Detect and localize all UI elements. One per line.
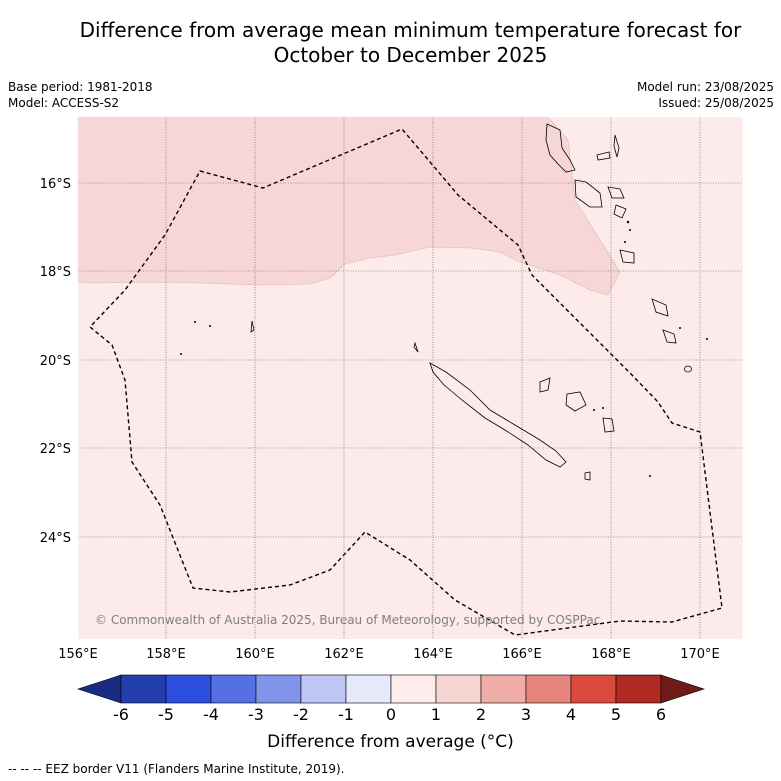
island-maewo (613, 134, 620, 158)
colorbar-cells (77, 674, 705, 704)
lat-tick-label: 24°S (40, 531, 71, 546)
colorbar-tick-label: 2 (476, 705, 486, 724)
lon-tick-label: 162°E (324, 647, 364, 662)
colorbar-tick-label: -1 (338, 705, 354, 724)
colorbar-cell (525, 674, 572, 704)
island-espiritu-santo (545, 123, 576, 173)
colorbar-tick-label: -4 (203, 705, 219, 724)
islets (180, 220, 708, 477)
island-shepherd (613, 204, 627, 219)
island-lifou (565, 391, 587, 412)
island-chesterfield (413, 341, 419, 353)
colorbar-tick-label: -3 (248, 705, 264, 724)
colorbar-tick-label: -5 (158, 705, 174, 724)
colorbar-cell (255, 674, 302, 704)
lat-tick-label: 20°S (40, 354, 71, 369)
colorbar-extend-high (660, 674, 705, 704)
model-run: Model run: 23/08/2025 (636, 80, 774, 94)
island-ouvea (539, 377, 551, 393)
lat-tick-label: 18°S (40, 265, 71, 280)
lon-tick-label: 168°E (591, 647, 631, 662)
colorbar-cell (570, 674, 617, 704)
colorbar-cell (615, 674, 662, 704)
title-line-1: Difference from average mean minimum tem… (79, 18, 742, 42)
gridlines (78, 117, 743, 639)
colorbar-cell (120, 674, 167, 704)
lon-tick-label: 166°E (502, 647, 542, 662)
meta-left: Base period: 1981-2018 Model: ACCESS-S2 (8, 79, 153, 111)
colorbar-tick-label: 1 (431, 705, 441, 724)
island-pines (584, 471, 591, 481)
map-frame (77, 116, 744, 640)
colorbar-label: Difference from average (°C) (267, 732, 514, 752)
colorbar-tick-label: 6 (656, 705, 666, 724)
colorbar-cell (210, 674, 257, 704)
colorbar-tick-label: 0 (386, 705, 396, 724)
island-mare (602, 417, 615, 433)
lat-tick-labels: 16°S 18°S 20°S 22°S 24°S (40, 177, 71, 546)
meta-right: Model run: 23/08/2025 Issued: 25/08/2025 (637, 79, 774, 111)
island-erromango (651, 298, 669, 317)
colorbar-cell (480, 674, 527, 704)
island-malakula (574, 179, 603, 208)
model-name: Model: ACCESS-S2 (8, 96, 120, 110)
colorbar-tick-label: 5 (611, 705, 621, 724)
colorbar-cell (390, 674, 437, 704)
colorbar-cell (300, 674, 347, 704)
island-new-caledonia (429, 362, 567, 468)
colorbar-tick-label: 4 (566, 705, 576, 724)
lon-tick-label: 156°E (58, 647, 98, 662)
eez-legend-note: -- -- -- EEZ border V11 (Flanders Marine… (8, 762, 345, 776)
colorbar-tick-label: 3 (521, 705, 531, 724)
island-aneityum (684, 365, 692, 373)
lon-tick-labels: 156°E 158°E 160°E 162°E 164°E 166°E 168°… (58, 647, 720, 662)
island-epi (607, 186, 625, 199)
colorbar-tick-labels: -6 -5 -4 -3 -2 -1 0 1 2 3 4 5 6 (113, 705, 666, 724)
colorbar-cell (435, 674, 482, 704)
issued-date: Issued: 25/08/2025 (658, 96, 774, 110)
colorbar-cell (345, 674, 392, 704)
island-tanna (662, 329, 677, 344)
anomaly-region-1-2 (77, 116, 621, 296)
islands (250, 123, 692, 481)
lon-tick-label: 158°E (146, 647, 186, 662)
lat-tick-label: 16°S (40, 177, 71, 192)
lat-tick-label: 22°S (40, 442, 71, 457)
copyright-notice: © Commonwealth of Australia 2025, Bureau… (95, 613, 601, 627)
colorbar-tick-label: -2 (293, 705, 309, 724)
island-bellona (250, 320, 255, 333)
eez-border (88, 128, 723, 636)
base-period: Base period: 1981-2018 (8, 80, 153, 94)
lon-tick-label: 160°E (235, 647, 275, 662)
island-ambae (596, 151, 611, 161)
colorbar-extend-low (77, 674, 122, 704)
colorbar-tick-label: -6 (113, 705, 129, 724)
lon-tick-label: 164°E (413, 647, 453, 662)
map-title: Difference from average mean minimum tem… (0, 18, 781, 68)
island-efate (619, 249, 635, 264)
colorbar-cell (165, 674, 212, 704)
lon-tick-label: 170°E (680, 647, 720, 662)
title-line-2: October to December 2025 (273, 43, 548, 67)
